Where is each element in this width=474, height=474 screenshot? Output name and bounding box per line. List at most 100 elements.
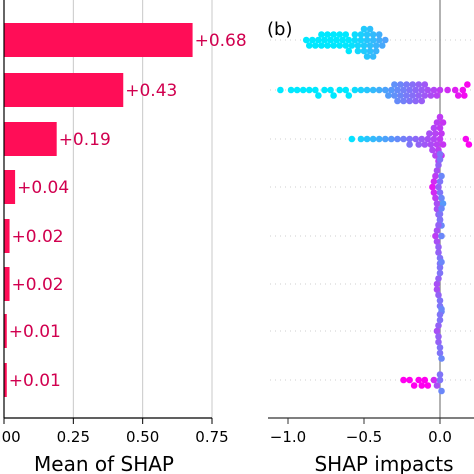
shap-point xyxy=(394,86,401,94)
shap-point xyxy=(436,178,444,185)
shap-point xyxy=(433,141,441,148)
shap-point xyxy=(432,130,439,137)
shap-point xyxy=(436,86,444,94)
shap-point xyxy=(305,86,313,94)
shap-point xyxy=(406,376,413,384)
shap-point xyxy=(439,119,447,126)
shap-point xyxy=(309,36,316,44)
shap-point xyxy=(315,36,322,44)
shap-point xyxy=(357,135,365,143)
shap-point xyxy=(388,86,395,94)
shap-point xyxy=(409,81,416,88)
shap-bar xyxy=(4,23,193,57)
shap-point xyxy=(357,86,365,94)
shap-point xyxy=(438,130,445,137)
shap-bar xyxy=(4,122,57,156)
shap-point xyxy=(436,156,444,163)
shap-point xyxy=(429,183,436,191)
shap-point xyxy=(397,92,404,99)
shap-bar-value-label: +0.01 xyxy=(9,371,61,391)
beeswarm-x-tick-label: −0.5 xyxy=(346,428,382,446)
shap-point xyxy=(436,264,444,271)
shap-point xyxy=(318,31,325,38)
shap-point xyxy=(321,86,328,94)
shap-point xyxy=(436,113,444,121)
shap-point xyxy=(430,178,438,185)
shap-point xyxy=(421,92,429,99)
shap-point xyxy=(366,25,374,33)
shap-point xyxy=(345,47,353,55)
shap-point xyxy=(427,141,435,148)
shap-point xyxy=(433,382,441,389)
shap-point xyxy=(438,172,445,180)
shap-point xyxy=(372,42,380,49)
shap-point xyxy=(433,119,441,126)
shap-point xyxy=(321,36,328,44)
shap-point xyxy=(318,42,325,49)
bar-chart-gridlines xyxy=(72,0,213,418)
shap-bar-value-label: +0.68 xyxy=(195,31,247,51)
shap-point xyxy=(418,382,426,389)
shap-point xyxy=(366,42,374,49)
shap-point xyxy=(427,92,435,99)
shap-point xyxy=(436,297,444,304)
shap-bar xyxy=(4,73,124,107)
shap-bar xyxy=(4,170,16,204)
shap-point xyxy=(357,31,365,38)
shap-point xyxy=(369,86,377,94)
shap-point xyxy=(444,86,451,94)
shap-point xyxy=(430,376,438,384)
bar-x-tick-label: 0.75 xyxy=(195,428,228,446)
shap-point xyxy=(409,92,416,99)
shap-point xyxy=(345,36,353,44)
bar-x-tick-label: 0.00 xyxy=(0,428,21,446)
shap-point xyxy=(348,42,356,49)
shap-point xyxy=(342,86,350,94)
bar-chart-panel: +0.68 +0.43 +0.19 +0.04 +0.02 +0.02 +0.01 +0.01… xyxy=(0,0,247,474)
bar-chart-value-labels: +0.68 +0.43 +0.19 +0.04 +0.02 +0.02 +0.01 +0.01 xyxy=(9,31,247,391)
shap-point xyxy=(327,86,334,94)
shap-point xyxy=(363,86,371,94)
shap-point xyxy=(421,141,429,148)
bar-chart-x-axis-label: Mean of SHAP xyxy=(34,452,174,474)
shap-point xyxy=(363,135,371,143)
shap-point xyxy=(381,86,389,94)
shap-point xyxy=(354,47,362,55)
shap-bar-value-label: +0.19 xyxy=(59,130,111,150)
shap-point xyxy=(403,92,410,99)
shap-point xyxy=(436,124,444,132)
shap-point xyxy=(430,86,438,94)
shap-point xyxy=(375,86,383,94)
shap-point xyxy=(436,135,444,143)
shap-point xyxy=(426,130,433,137)
shap-point xyxy=(418,86,426,94)
shap-point xyxy=(435,322,442,329)
shap-point xyxy=(277,86,284,94)
shap-point xyxy=(394,135,401,143)
shap-point xyxy=(436,189,444,196)
shap-point xyxy=(438,232,445,240)
shap-point xyxy=(438,305,445,313)
shap-point xyxy=(366,47,374,55)
shap-point xyxy=(436,150,444,158)
shap-point xyxy=(315,92,322,99)
shap-point xyxy=(462,135,470,143)
shap-point xyxy=(339,36,347,44)
shap-point xyxy=(299,86,307,94)
shap-point xyxy=(435,249,442,256)
shap-point xyxy=(435,291,442,299)
shap-point xyxy=(430,189,438,196)
shap-point xyxy=(436,316,444,324)
shap-bar-value-label: +0.02 xyxy=(12,227,64,247)
shap-point xyxy=(415,141,423,148)
shap-point xyxy=(415,376,423,384)
shap-point xyxy=(436,371,444,378)
shap-point xyxy=(336,31,343,38)
shap-point xyxy=(436,311,444,318)
shap-point xyxy=(438,355,445,362)
shap-bar xyxy=(4,363,7,397)
shap-point xyxy=(351,31,359,38)
shap-point xyxy=(436,376,444,384)
shap-point xyxy=(433,167,441,174)
shap-point xyxy=(412,86,419,94)
